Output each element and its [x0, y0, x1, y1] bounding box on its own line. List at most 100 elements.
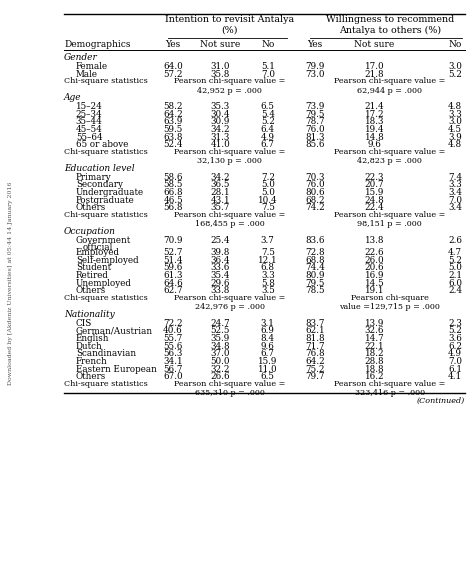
- Text: Others: Others: [76, 286, 106, 295]
- Text: 64.2: 64.2: [163, 109, 183, 119]
- Text: 2.1: 2.1: [448, 271, 462, 280]
- Text: 59.5: 59.5: [164, 125, 182, 134]
- Text: 13.8: 13.8: [365, 235, 384, 244]
- Text: Intention to revisit Antalya
(%): Intention to revisit Antalya (%): [165, 15, 294, 35]
- Text: 18.2: 18.2: [365, 349, 384, 358]
- Text: 79.5: 79.5: [306, 109, 325, 119]
- Text: CIS: CIS: [76, 319, 92, 328]
- Text: 17.2: 17.2: [365, 109, 384, 119]
- Text: 4.9: 4.9: [261, 133, 275, 142]
- Text: 22.3: 22.3: [365, 172, 384, 181]
- Text: 4.8: 4.8: [448, 102, 462, 111]
- Text: 7.4: 7.4: [448, 172, 462, 181]
- Text: 6.5: 6.5: [261, 102, 275, 111]
- Text: Pearson chi-square value =
32,130 p = .000: Pearson chi-square value = 32,130 p = .0…: [174, 148, 285, 165]
- Text: 17.0: 17.0: [365, 62, 384, 71]
- Text: 35.4: 35.4: [210, 271, 230, 280]
- Text: 34.8: 34.8: [210, 341, 230, 350]
- Text: Yes: Yes: [165, 40, 181, 49]
- Text: Government: Government: [76, 235, 131, 244]
- Text: 36.4: 36.4: [210, 256, 230, 265]
- Text: 24.8: 24.8: [365, 196, 384, 205]
- Text: German/Austrian: German/Austrian: [76, 326, 153, 335]
- Text: 7.0: 7.0: [448, 357, 462, 366]
- Text: Retired: Retired: [76, 271, 109, 280]
- Text: 20.6: 20.6: [365, 263, 384, 272]
- Text: 7.5: 7.5: [261, 248, 275, 257]
- Text: 7.5: 7.5: [261, 203, 275, 212]
- Text: 56.3: 56.3: [164, 349, 182, 358]
- Text: 5.2: 5.2: [261, 117, 275, 126]
- Text: 83.6: 83.6: [305, 235, 325, 244]
- Text: 5.2: 5.2: [448, 70, 462, 79]
- Text: 25.4: 25.4: [210, 235, 230, 244]
- Text: Primary: Primary: [76, 172, 111, 181]
- Text: Age: Age: [64, 94, 82, 102]
- Text: 3.0: 3.0: [448, 117, 462, 126]
- Text: 5.0: 5.0: [261, 180, 275, 189]
- Text: 25–34: 25–34: [76, 109, 102, 119]
- Text: 32.2: 32.2: [210, 365, 230, 374]
- Text: 58.5: 58.5: [164, 180, 182, 189]
- Text: Pearson chi-square value =
323,416 p = .000: Pearson chi-square value = 323,416 p = .…: [334, 380, 446, 397]
- Text: 5.2: 5.2: [448, 326, 462, 335]
- Text: 2.4: 2.4: [448, 286, 462, 295]
- Text: 79.5: 79.5: [306, 278, 325, 287]
- Text: 26.6: 26.6: [210, 372, 230, 381]
- Text: 36.5: 36.5: [211, 180, 230, 189]
- Text: 3.4: 3.4: [448, 203, 462, 212]
- Text: 3.4: 3.4: [448, 188, 462, 197]
- Text: 19.4: 19.4: [365, 125, 384, 134]
- Text: 70.9: 70.9: [163, 235, 183, 244]
- Text: 5.8: 5.8: [261, 278, 275, 287]
- Text: 6.5: 6.5: [261, 372, 275, 381]
- Text: 19.1: 19.1: [365, 286, 384, 295]
- Text: 85.6: 85.6: [305, 140, 325, 149]
- Text: 67.0: 67.0: [163, 372, 183, 381]
- Text: 20.7: 20.7: [365, 180, 384, 189]
- Text: 34.2: 34.2: [210, 172, 230, 181]
- Text: Chi-square statistics: Chi-square statistics: [64, 211, 148, 219]
- Text: 5.1: 5.1: [261, 62, 275, 71]
- Text: French: French: [76, 357, 108, 366]
- Text: 59.6: 59.6: [164, 263, 182, 272]
- Text: 73.9: 73.9: [306, 102, 325, 111]
- Text: 6.2: 6.2: [448, 341, 462, 350]
- Text: 2.3: 2.3: [448, 319, 462, 328]
- Text: 41.0: 41.0: [210, 140, 230, 149]
- Text: 55.7: 55.7: [164, 334, 182, 343]
- Text: 35.8: 35.8: [211, 70, 230, 79]
- Text: 56.8: 56.8: [163, 203, 183, 212]
- Text: 55–64: 55–64: [76, 133, 102, 142]
- Text: Pearson chi-square value =
635,310 p = .000: Pearson chi-square value = 635,310 p = .…: [174, 380, 285, 397]
- Text: Gender: Gender: [64, 53, 98, 62]
- Text: 28.8: 28.8: [365, 357, 384, 366]
- Text: 73.0: 73.0: [305, 70, 325, 79]
- Text: 31.0: 31.0: [210, 62, 230, 71]
- Text: Eastern European: Eastern European: [76, 365, 157, 374]
- Text: 18.8: 18.8: [365, 365, 384, 374]
- Text: 3.3: 3.3: [448, 109, 462, 119]
- Text: 3.0: 3.0: [448, 62, 462, 71]
- Text: 33.6: 33.6: [211, 263, 230, 272]
- Text: Pearson chi-square value =
168,455 p = .000: Pearson chi-square value = 168,455 p = .…: [174, 211, 285, 228]
- Text: Scandinavian: Scandinavian: [76, 349, 136, 358]
- Text: 15.9: 15.9: [258, 357, 277, 366]
- Text: 76.0: 76.0: [305, 180, 325, 189]
- Text: Student: Student: [76, 263, 111, 272]
- Text: Chi-square statistics: Chi-square statistics: [64, 77, 148, 86]
- Text: 4.5: 4.5: [448, 125, 462, 134]
- Text: 9.6: 9.6: [367, 140, 382, 149]
- Text: 72.2: 72.2: [163, 319, 183, 328]
- Text: 74.4: 74.4: [305, 263, 325, 272]
- Text: 40.6: 40.6: [163, 326, 183, 335]
- Text: 15.9: 15.9: [365, 188, 384, 197]
- Text: 5.0: 5.0: [261, 188, 275, 197]
- Text: 37.0: 37.0: [210, 349, 230, 358]
- Text: 2.6: 2.6: [448, 235, 462, 244]
- Text: Male: Male: [76, 70, 98, 79]
- Text: 39.8: 39.8: [211, 248, 230, 257]
- Text: 63.9: 63.9: [164, 117, 182, 126]
- Text: 21.4: 21.4: [365, 102, 384, 111]
- Text: 6.8: 6.8: [261, 263, 275, 272]
